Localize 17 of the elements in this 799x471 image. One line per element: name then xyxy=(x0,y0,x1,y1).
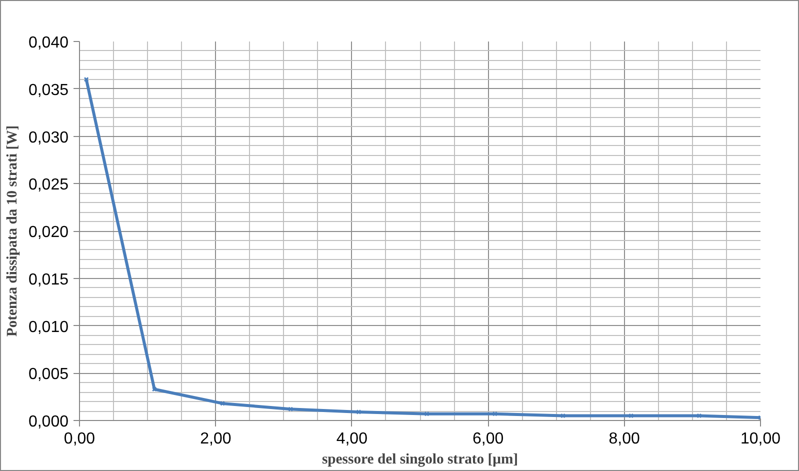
y-tick-label: 0,040 xyxy=(28,34,69,52)
y-tick-label: 0,000 xyxy=(28,414,69,430)
x-tick-label: 8,00 xyxy=(608,430,640,448)
x-tick-label: 10,00 xyxy=(740,430,781,448)
y-tick-label: 0,035 xyxy=(28,82,69,99)
y-tick-label: 0,025 xyxy=(28,176,69,194)
x-tick-label: 0,00 xyxy=(64,430,96,448)
x-axis-title: spessore del singolo strato [μm] xyxy=(322,452,518,468)
y-tick-label: 0,010 xyxy=(28,318,69,336)
y-axis-title: Potenza dissipata da 10 strati [W] xyxy=(4,125,20,337)
x-tick-label: 2,00 xyxy=(200,430,232,448)
x-tick-label: 4,00 xyxy=(336,430,368,448)
x-tick-label: 6,00 xyxy=(472,430,504,448)
y-tick-label: 0,030 xyxy=(28,129,69,146)
y-tick-label: 0,015 xyxy=(28,271,69,288)
y-tick-label: 0,005 xyxy=(28,366,69,384)
y-tick-label: 0,020 xyxy=(28,224,69,241)
